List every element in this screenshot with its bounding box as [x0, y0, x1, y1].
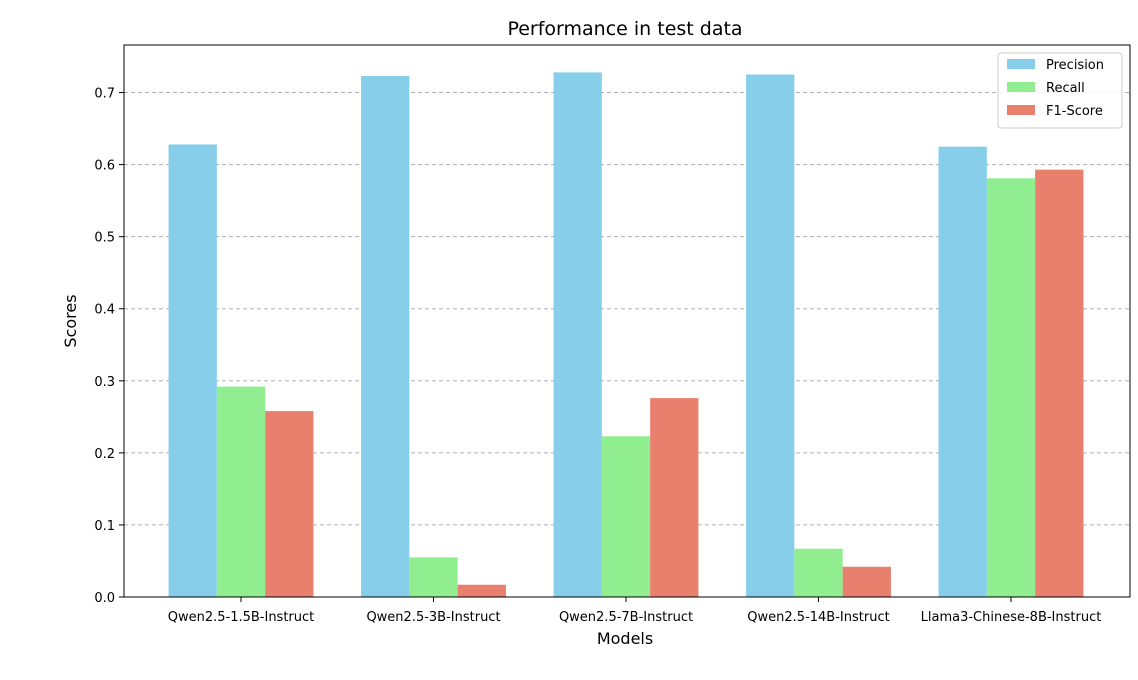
- bar-f1-score: [842, 566, 891, 597]
- y-tick-label: 0.5: [94, 231, 115, 246]
- bar-precision: [168, 144, 217, 597]
- y-tick-label: 0.6: [94, 159, 115, 174]
- x-tick-label: Qwen2.5-3B-Instruct: [366, 610, 500, 625]
- legend-label: Precision: [1046, 58, 1104, 73]
- y-axis-label: Scores: [61, 294, 80, 347]
- y-tick-label: 0.1: [94, 519, 115, 534]
- x-tick-label: Qwen2.5-7B-Instruct: [559, 610, 693, 625]
- bars: [168, 72, 1084, 598]
- y-tick-label: 0.2: [94, 447, 115, 462]
- legend-label: Recall: [1046, 81, 1085, 96]
- bar-f1-score: [1035, 169, 1084, 598]
- bar-recall: [409, 557, 458, 597]
- bar-recall: [601, 436, 651, 597]
- chart-title: Performance in test data: [507, 18, 742, 40]
- bar-precision: [938, 146, 987, 598]
- y-tick-label: 0.0: [94, 591, 115, 606]
- legend-label: F1-Score: [1046, 104, 1103, 119]
- legend-swatch: [1007, 105, 1035, 115]
- bar-recall: [986, 178, 1036, 598]
- legend: Precision Recall F1-Score: [997, 52, 1123, 129]
- x-tick-label: Llama3-Chinese-8B-Instruct: [921, 610, 1102, 625]
- bar-recall: [216, 386, 266, 597]
- y-tick-label: 0.3: [94, 375, 115, 390]
- x-axis: Qwen2.5-1.5B-Instruct Qwen2.5-3B-Instruct…: [168, 597, 1102, 625]
- bar-f1-score: [457, 584, 506, 597]
- plot-area-frame: [123, 44, 1131, 598]
- bar-f1-score: [650, 398, 699, 597]
- x-tick-label: Qwen2.5-14B-Instruct: [747, 610, 889, 625]
- bar-f1-score: [265, 411, 314, 597]
- legend-swatch: [1007, 59, 1035, 69]
- bar-precision: [746, 74, 795, 597]
- bar-precision: [361, 75, 410, 598]
- bar-precision: [553, 72, 602, 598]
- x-axis-label: Models: [597, 629, 653, 648]
- legend-swatch: [1007, 82, 1035, 92]
- x-tick-label: Qwen2.5-1.5B-Instruct: [168, 610, 315, 625]
- y-tick-label: 0.4: [94, 303, 115, 318]
- y-tick-label: 0.7: [94, 87, 115, 102]
- bar-recall: [794, 548, 843, 597]
- y-axis: 0.0 0.1 0.2 0.3 0.4 0.5 0.6 0.7: [94, 87, 124, 606]
